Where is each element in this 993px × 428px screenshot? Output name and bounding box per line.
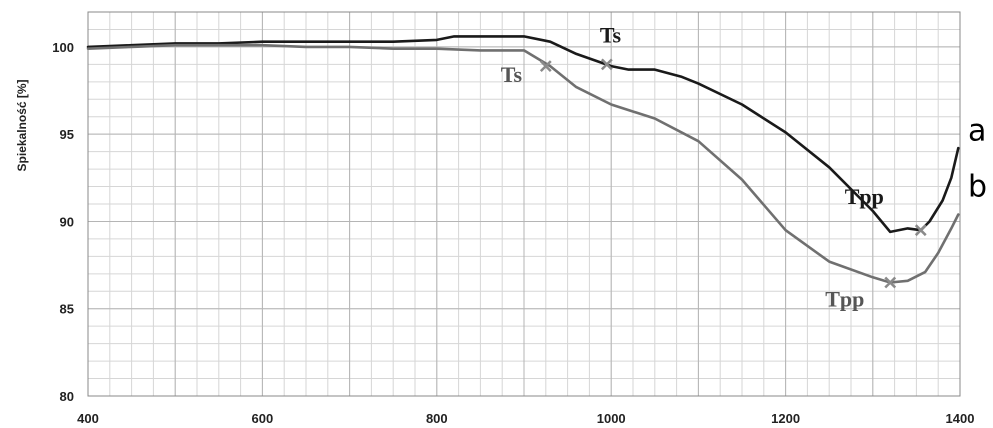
- plot-frame: [87, 11, 961, 397]
- x-tick-label: 600: [252, 411, 274, 426]
- y-tick-label: 95: [60, 127, 74, 142]
- y-axis-tick-labels: 80 85 90 95 100: [52, 40, 74, 404]
- annotation-label: Ts: [501, 62, 523, 87]
- series-line-a: [86, 35, 960, 234]
- series-line-b: [86, 43, 960, 284]
- y-tick-label: 80: [60, 389, 74, 404]
- x-marker: [600, 58, 613, 71]
- x-tick-label: 1400: [946, 411, 975, 426]
- x-tick-label: 800: [426, 411, 448, 426]
- annotation-markers: [539, 58, 927, 289]
- x-axis-tick-labels: 400 600 800 1000 1200 1400: [77, 411, 974, 426]
- y-tick-label: 100: [52, 40, 74, 55]
- x-marker: [884, 276, 897, 289]
- x-tick-label: 1200: [771, 411, 800, 426]
- annotation-label: Ts: [600, 22, 622, 47]
- x-marker: [539, 60, 552, 72]
- x-tick-label: 400: [77, 411, 99, 426]
- y-axis-label: Spiekalność [%]: [15, 79, 29, 171]
- side-label-b: b: [968, 170, 987, 205]
- annotation-labels: Ts Ts Tpp Tpp: [501, 22, 884, 311]
- x-marker: [914, 224, 927, 237]
- x-tick-label: 1000: [597, 411, 626, 426]
- side-label-a: a: [968, 114, 986, 149]
- y-tick-label: 90: [60, 214, 74, 229]
- annotation-label: Tpp: [845, 184, 884, 209]
- annotation-label: Tpp: [825, 287, 864, 312]
- y-tick-label: 85: [60, 302, 74, 317]
- series-layer: [86, 35, 960, 284]
